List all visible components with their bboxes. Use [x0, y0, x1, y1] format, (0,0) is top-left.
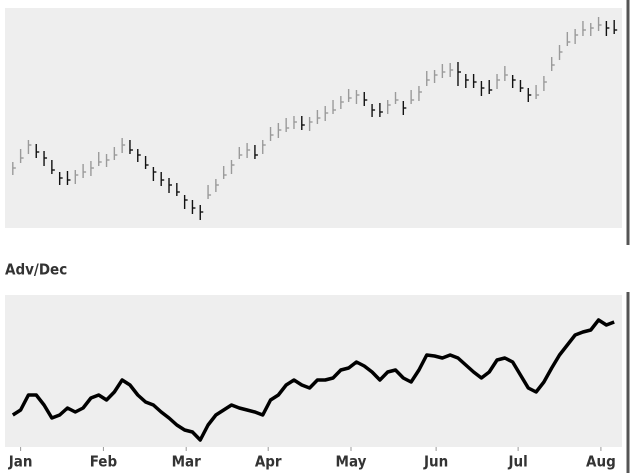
adv-dec-line	[11, 318, 615, 442]
adv-dec-panel	[5, 295, 622, 447]
x-tick-label: Aug	[586, 453, 616, 471]
x-tick-label: Jun	[423, 453, 448, 471]
x-tick-label: Jan	[8, 453, 33, 471]
x-tick-label: Mar	[172, 453, 202, 471]
x-tick-label: Jul	[508, 453, 528, 471]
price-panel	[5, 8, 622, 228]
x-tick-label: Feb	[90, 453, 118, 471]
x-tick-label: May	[336, 453, 367, 471]
panel-title: Adv/Dec	[5, 261, 67, 279]
x-tick-label: Apr	[255, 453, 282, 471]
